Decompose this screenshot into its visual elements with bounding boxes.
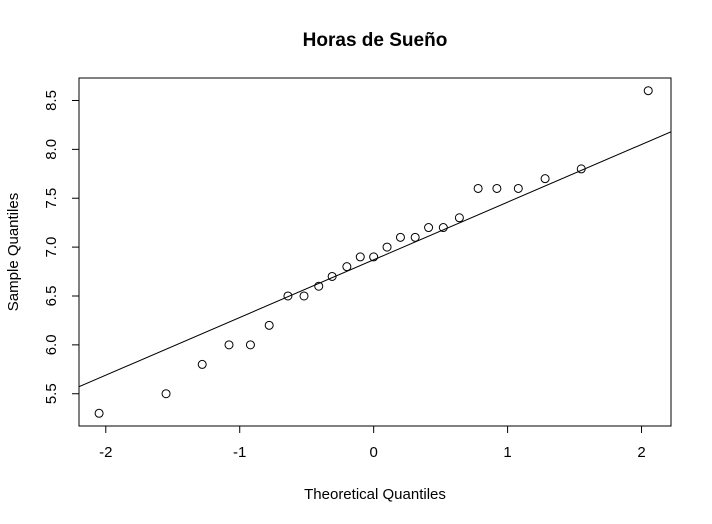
data-point <box>314 281 324 291</box>
x-tick-label: -2 <box>99 444 112 461</box>
chart-title: Horas de Sueño <box>303 30 448 51</box>
y-tick-label: 5.5 <box>43 383 60 404</box>
reference-line <box>79 131 671 388</box>
data-point <box>492 183 502 193</box>
plot-frame <box>78 77 672 427</box>
data-point <box>513 183 523 193</box>
data-point <box>94 408 104 418</box>
data-point <box>369 252 379 262</box>
data-point <box>299 291 309 301</box>
data-point <box>643 86 653 96</box>
data-point <box>424 223 434 233</box>
data-point <box>224 340 234 350</box>
data-point <box>395 232 405 242</box>
data-point <box>438 223 448 233</box>
x-tick-label: -1 <box>233 444 246 461</box>
x-tick-label: 0 <box>369 444 377 461</box>
data-point <box>410 232 420 242</box>
data-point <box>473 183 483 193</box>
data-point <box>382 242 392 252</box>
data-point <box>161 389 171 399</box>
x-axis-label: Theoretical Quantiles <box>304 486 446 503</box>
data-point <box>576 164 586 174</box>
y-tick-label: 8.0 <box>43 139 60 160</box>
x-tick-label: 1 <box>503 444 511 461</box>
data-point <box>355 252 365 262</box>
x-tick-label: 2 <box>637 444 645 461</box>
data-point <box>197 359 207 369</box>
data-point <box>264 320 274 330</box>
y-tick-label: 7.5 <box>43 188 60 209</box>
y-tick-label: 6.0 <box>43 334 60 355</box>
data-point <box>283 291 293 301</box>
data-point <box>454 213 464 223</box>
data-point <box>342 262 352 272</box>
plot-area: -2 -1 0 1 2 5.5 6.0 6.5 7.0 7.5 8.0 8.5 <box>43 77 672 461</box>
y-tick-label: 7.0 <box>43 237 60 258</box>
y-tick-label: 8.5 <box>43 90 60 111</box>
y-tick-label: 6.5 <box>43 286 60 307</box>
data-point <box>540 174 550 184</box>
y-axis-label: Sample Quantiles <box>5 193 22 311</box>
data-point <box>245 340 255 350</box>
data-point <box>327 271 337 281</box>
